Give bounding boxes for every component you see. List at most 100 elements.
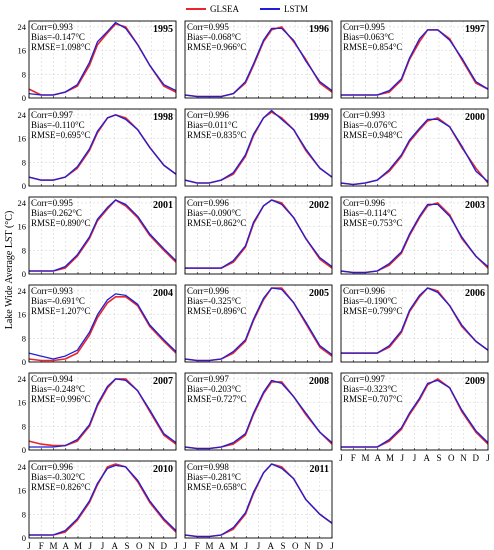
legend: GLSEA LSTM [186,4,308,14]
rmse-label: RMSE=0.799°C [343,306,402,316]
month-tick-label: D [317,541,324,550]
y-tick-label: 8 [22,69,26,79]
bias-label: Bias=-0.076°C [343,120,397,130]
corr-label: Corr=0.997 [31,110,73,120]
y-tick-label: 16 [18,398,27,408]
series-line-lstm [340,118,489,186]
panel-year-label: 1999 [309,112,329,123]
y-tick-label: 24 [18,110,27,120]
panel-year-label: 2011 [310,464,329,475]
month-tick-label: N [148,541,155,550]
y-tick-label: 16 [18,486,27,496]
month-tick-label: O [292,541,299,550]
month-tick-label: F [195,541,200,550]
y-tick-label: 24 [18,22,27,32]
bias-label: Bias=-0.325°C [187,296,241,306]
month-tick-label: D [473,453,480,463]
series-line-lstm [341,287,489,354]
month-tick-label: M [361,453,369,463]
y-tick-label: 0 [22,357,26,367]
y-tick-label: 0 [22,533,26,543]
panel-frame [340,196,489,275]
corr-label: Corr=0.997 [343,374,385,384]
panel-year-label: 2004 [153,288,173,299]
corr-label: Corr=0.994 [31,374,73,384]
month-tick-label: J [330,541,334,550]
bias-label: Bias=0.011°C [187,120,238,130]
rmse-label: RMSE=0.707°C [343,394,402,404]
y-tick-label: 8 [22,245,26,255]
rmse-label: RMSE=0.658°C [187,482,246,492]
y-tick-label: 8 [22,333,26,343]
panel-year-label: 1996 [309,24,329,35]
rmse-label: RMSE=0.896°C [187,306,246,316]
corr-label: Corr=0.996 [343,198,385,208]
bias-label: Bias=-0.090°C [187,208,241,218]
panel-year-label: 2006 [465,288,485,299]
panel-2007: 0 8 16 24 Corr=0.994Bias=-0.248°CRMSE=0.996°… [18,372,177,455]
rmse-label: RMSE=0.695°C [31,130,90,140]
panel-frame [184,460,333,539]
corr-label: Corr=0.993 [31,22,73,32]
month-tick-label: N [304,541,311,550]
y-tick-label: 24 [18,198,27,208]
y-tick-label: 0 [22,269,26,279]
series-line-lstm [341,29,489,96]
panel-year-label: 2001 [153,200,173,211]
rmse-label: RMSE=0.948°C [343,130,402,140]
panel-frame [28,20,177,99]
series-line-lstm [184,463,333,538]
bias-label: Bias=-0.323°C [343,384,397,394]
series-line-lstm [28,21,177,96]
y-tick-label: 16 [18,134,27,144]
legend-label-glsea: GLSEA [210,4,240,14]
y-tick-label: 16 [18,46,27,56]
month-tick-label: J [27,541,31,550]
panel-frame [184,20,333,99]
y-tick-label: 8 [22,157,26,167]
series-line-lstm [29,199,177,272]
series-line-lstm [184,109,333,184]
month-tick-label: J [183,541,187,550]
bias-label: Bias=0.063°C [343,32,394,42]
panel-year-label: 2008 [309,376,329,387]
y-tick-label: 16 [18,310,27,320]
month-tick-label: S [436,453,441,463]
series-line-lstm [184,287,333,362]
month-tick-label: J [174,541,178,550]
panel-2001: 0 8 16 24 Corr=0.995Bias=0.262°CRMSE=0.890°C… [18,196,177,279]
month-tick-label: F [351,453,356,463]
rmse-label: RMSE=0.727°C [187,394,246,404]
panel-frame [184,196,333,275]
rmse-label: RMSE=0.753°C [343,218,402,228]
panel-year-label: 1998 [153,112,173,123]
panel-frame [340,372,489,451]
panel-frame [28,108,177,187]
series-line-lstm [340,203,489,274]
panel-2004: 0 8 16 24 Corr=0.993Bias=-0.691°CRMSE=1.207°… [18,284,177,367]
month-tick-labels: J F M A M J J A S O N D JJ F M A M J J A S O N D J J F M A M J J A S O N D J [27,453,490,550]
panel-year-label: 2003 [465,200,485,211]
panel-1995: 0 8 16 24 Corr=0.993Bias=-0.147°CRMSE=1.098°… [18,20,177,103]
bias-label: Bias=-0.068°C [187,32,241,42]
panel-year-label: 2005 [309,288,329,299]
panel-frame [28,372,177,451]
rmse-label: RMSE=0.835°C [187,130,246,140]
month-tick-label: J [413,453,417,463]
bias-label: Bias=-0.248°C [31,384,85,394]
bias-label: Bias=-0.302°C [31,472,85,482]
month-tick-label: A [268,541,275,550]
month-tick-label: M [205,541,213,550]
panel-frame [28,460,177,539]
y-tick-label: 8 [22,421,26,431]
series-line-lstm [28,293,177,360]
month-tick-label: A [424,453,431,463]
corr-label: Corr=0.995 [31,198,73,208]
series-line-lstm [28,114,177,181]
corr-label: Corr=0.995 [187,22,229,32]
panel-2010: 0 8 16 24 Corr=0.996Bias=-0.302°CRMSE=0.826°… [18,460,177,543]
corr-label: Corr=0.997 [187,374,229,384]
